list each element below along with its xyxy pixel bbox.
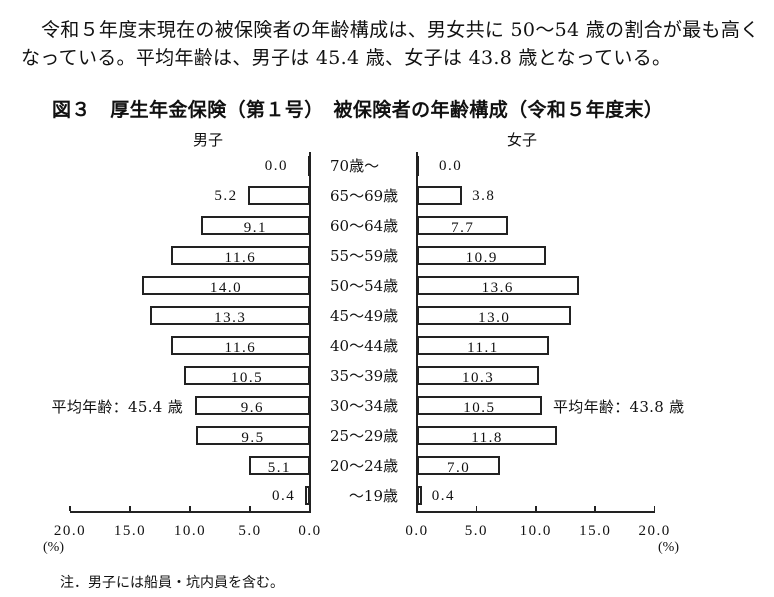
male-x-tick (309, 506, 311, 511)
male-value-label: 13.3 (214, 310, 247, 326)
figure-title: 図３ 厚生年金保険（第１号） 被保険者の年齢構成（令和５年度末） (52, 99, 664, 121)
male-bar (200, 216, 310, 235)
female-bar (417, 396, 542, 415)
male-value-label: 14.0 (209, 280, 243, 296)
female-value-label: 10.9 (465, 250, 498, 266)
male-x-tick-label: 10.0 (173, 523, 207, 539)
male-value-label: 10.5 (230, 370, 264, 386)
age-category-label: 20～24歳 (330, 457, 399, 475)
female-value-label: 3.8 (472, 188, 496, 204)
male-mean-age: 平均年齢：45.4 歳 (51, 398, 183, 416)
male-bar (305, 486, 310, 505)
male-bar (184, 366, 310, 385)
age-category-label: 60～64歳 (330, 217, 399, 235)
male-x-tick (129, 506, 131, 511)
female-value-label: 11.8 (471, 430, 503, 446)
female-value-label: 7.7 (451, 220, 475, 236)
male-bar (308, 156, 311, 176)
age-category-label: 40～44歳 (330, 337, 399, 355)
male-value-label: 5.2 (214, 188, 238, 204)
intro-line-2: なっている。平均年齢は、男子は 45.4 歳、女子は 43.8 歳となっている。 (21, 47, 672, 69)
female-value-label: 13.6 (481, 280, 514, 296)
female-x-axis (416, 511, 655, 513)
male-x-tick-label: 0.0 (298, 523, 322, 539)
female-bar (417, 426, 558, 445)
age-category-label: 30～34歳 (330, 397, 399, 415)
female-mean-age: 平均年齢：43.8 歳 (553, 398, 685, 416)
male-value-label: 0.0 (264, 158, 288, 174)
right-axis-unit: (%) (658, 540, 679, 555)
female-x-tick-label: 0.0 (405, 523, 429, 539)
male-value-label: 11.6 (224, 250, 257, 266)
female-value-label: 11.1 (467, 340, 499, 356)
female-bar (417, 306, 572, 325)
female-bar (416, 156, 419, 176)
male-value-label: 0.4 (271, 488, 296, 504)
female-value-label: 13.0 (478, 310, 511, 326)
age-category-label: 55～59歳 (330, 247, 399, 265)
footnote: 注．男子には船員・坑内員を含む。 (60, 575, 284, 591)
female-bar (417, 216, 509, 235)
male-x-tick-label: 15.0 (113, 523, 147, 539)
age-category-label: 35～39歳 (330, 367, 399, 385)
female-series-label: 女子 (507, 131, 538, 149)
male-x-tick (249, 506, 251, 511)
left-axis-unit: (%) (43, 540, 64, 555)
male-x-tick (69, 506, 71, 511)
female-x-tick-label: 15.0 (579, 523, 612, 539)
female-x-tick (416, 506, 418, 511)
female-x-tick (594, 506, 596, 511)
male-value-label: 9.5 (241, 430, 265, 446)
age-category-label: 45～49歳 (330, 307, 399, 325)
female-bar (417, 366, 540, 385)
female-value-label: 0.0 (439, 158, 463, 174)
male-x-tick-label: 20.0 (53, 523, 87, 539)
male-value-label: 9.6 (240, 400, 265, 416)
male-vertical-axis (309, 152, 311, 512)
female-value-label: 10.5 (463, 400, 496, 416)
male-bar (170, 246, 310, 265)
female-value-label: 0.4 (431, 488, 455, 504)
female-vertical-axis (416, 152, 418, 512)
male-x-tick (189, 506, 191, 511)
age-category-label: 50～54歳 (330, 277, 399, 295)
female-bar (417, 486, 422, 505)
female-x-tick (653, 506, 656, 511)
female-bar (417, 186, 463, 205)
age-category-label: 65～69歳 (330, 187, 399, 205)
female-bar (417, 456, 501, 475)
female-x-tick (475, 506, 478, 511)
male-series-label: 男子 (193, 131, 224, 149)
female-x-tick (535, 506, 537, 511)
male-bar (196, 426, 310, 445)
female-x-tick-label: 5.0 (464, 523, 489, 539)
male-value-label: 11.6 (224, 340, 257, 356)
male-value-label: 5.1 (267, 460, 292, 476)
female-value-label: 10.3 (462, 370, 495, 386)
male-bar (142, 276, 310, 295)
female-x-tick-label: 10.0 (519, 523, 552, 539)
female-x-tick-label: 20.0 (638, 523, 671, 539)
male-value-label: 9.1 (243, 220, 268, 236)
male-bar (194, 396, 310, 415)
male-bar (248, 456, 310, 475)
age-category-label: ～19歳 (348, 487, 398, 505)
intro-line-1: 令和５年度末現在の被保険者の年齢構成は、男女共に 50～54 歳の割合が最も高く (41, 19, 760, 41)
male-bar (247, 186, 310, 205)
male-bar (170, 336, 310, 355)
female-bar (417, 246, 547, 265)
age-category-label: 25～29歳 (330, 427, 399, 445)
male-x-axis (70, 511, 311, 513)
male-x-tick-label: 5.0 (238, 523, 262, 539)
age-category-label: 70歳～ (330, 157, 380, 175)
female-bar (417, 336, 549, 355)
female-bar (417, 276, 579, 295)
female-value-label: 7.0 (446, 460, 471, 476)
male-bar (150, 306, 310, 325)
